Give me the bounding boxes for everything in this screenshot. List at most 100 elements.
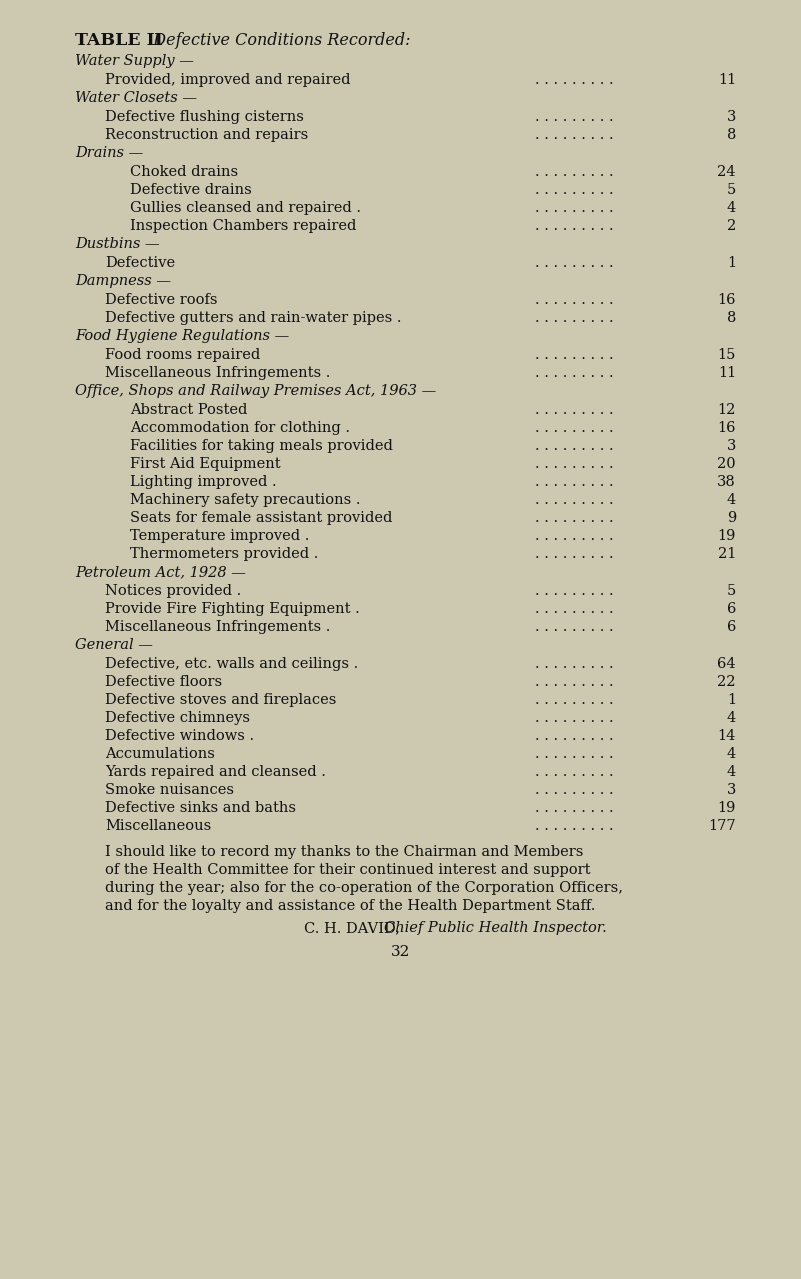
Text: . . . . . . . . .: . . . . . . . . . [535, 711, 614, 725]
Text: 15: 15 [718, 348, 736, 362]
Text: . . . . . . . . .: . . . . . . . . . [535, 421, 614, 435]
Text: 24: 24 [718, 165, 736, 179]
Text: Provide Fire Fighting Equipment .: Provide Fire Fighting Equipment . [105, 602, 360, 616]
Text: Water Closets —: Water Closets — [75, 91, 197, 105]
Text: Chief Public Health Inspector.: Chief Public Health Inspector. [384, 921, 607, 935]
Text: I should like to record my thanks to the Chairman and Members: I should like to record my thanks to the… [105, 845, 583, 859]
Text: Defective sinks and baths: Defective sinks and baths [105, 801, 296, 815]
Text: Yards repaired and cleansed .: Yards repaired and cleansed . [105, 765, 326, 779]
Text: 8: 8 [727, 128, 736, 142]
Text: . . . . . . . . .: . . . . . . . . . [535, 110, 614, 124]
Text: Inspection Chambers repaired: Inspection Chambers repaired [130, 219, 356, 233]
Text: Thermometers provided .: Thermometers provided . [130, 547, 318, 561]
Text: Temperature improved .: Temperature improved . [130, 530, 309, 544]
Text: 3: 3 [727, 783, 736, 797]
Text: 20: 20 [718, 457, 736, 471]
Text: Food rooms repaired: Food rooms repaired [105, 348, 260, 362]
Text: . . . . . . . . .: . . . . . . . . . [535, 512, 614, 524]
Text: 11: 11 [718, 366, 736, 380]
Text: Water Supply —: Water Supply — [75, 54, 194, 68]
Text: . . . . . . . . .: . . . . . . . . . [535, 311, 614, 325]
Text: 4: 4 [727, 201, 736, 215]
Text: Abstract Posted: Abstract Posted [130, 403, 248, 417]
Text: . . . . . . . . .: . . . . . . . . . [535, 675, 614, 689]
Text: 8: 8 [727, 311, 736, 325]
Text: . . . . . . . . .: . . . . . . . . . [535, 256, 614, 270]
Text: Defective windows .: Defective windows . [105, 729, 254, 743]
Text: of the Health Committee for their continued interest and support: of the Health Committee for their contin… [105, 863, 590, 877]
Text: Drains —: Drains — [75, 146, 143, 160]
Text: Defective Conditions Recorded:: Defective Conditions Recorded: [143, 32, 410, 49]
Text: 1: 1 [727, 693, 736, 707]
Text: . . . . . . . . .: . . . . . . . . . [535, 403, 614, 417]
Text: and for the loyalty and assistance of the Health Department Staff.: and for the loyalty and assistance of th… [105, 899, 595, 913]
Text: . . . . . . . . .: . . . . . . . . . [535, 602, 614, 616]
Text: Facilities for taking meals provided: Facilities for taking meals provided [130, 439, 392, 453]
Text: . . . . . . . . .: . . . . . . . . . [535, 747, 614, 761]
Text: . . . . . . . . .: . . . . . . . . . [535, 165, 614, 179]
Text: Dustbins —: Dustbins — [75, 237, 159, 251]
Text: Defective: Defective [105, 256, 175, 270]
Text: . . . . . . . . .: . . . . . . . . . [535, 729, 614, 743]
Text: Office, Shops and Railway Premises Act, 1963 —: Office, Shops and Railway Premises Act, … [75, 384, 437, 398]
Text: 3: 3 [727, 439, 736, 453]
Text: . . . . . . . . .: . . . . . . . . . [535, 801, 614, 815]
Text: Gullies cleansed and repaired .: Gullies cleansed and repaired . [130, 201, 361, 215]
Text: . . . . . . . . .: . . . . . . . . . [535, 547, 614, 561]
Text: 22: 22 [718, 675, 736, 689]
Text: Defective gutters and rain-water pipes .: Defective gutters and rain-water pipes . [105, 311, 401, 325]
Text: Defective drains: Defective drains [130, 183, 252, 197]
Text: 16: 16 [718, 293, 736, 307]
Text: Defective stoves and fireplaces: Defective stoves and fireplaces [105, 693, 336, 707]
Text: Defective flushing cisterns: Defective flushing cisterns [105, 110, 304, 124]
Text: 4: 4 [727, 492, 736, 506]
Text: . . . . . . . . .: . . . . . . . . . [535, 585, 614, 599]
Text: . . . . . . . . .: . . . . . . . . . [535, 439, 614, 453]
Text: 6: 6 [727, 602, 736, 616]
Text: . . . . . . . . .: . . . . . . . . . [535, 783, 614, 797]
Text: Defective chimneys: Defective chimneys [105, 711, 250, 725]
Text: Petroleum Act, 1928 —: Petroleum Act, 1928 — [75, 565, 246, 579]
Text: 9: 9 [727, 512, 736, 524]
Text: 5: 5 [727, 585, 736, 599]
Text: 11: 11 [718, 73, 736, 87]
Text: Miscellaneous Infringements .: Miscellaneous Infringements . [105, 366, 330, 380]
Text: during the year; also for the co-operation of the Corporation Officers,: during the year; also for the co-operati… [105, 881, 623, 895]
Text: Accumulations: Accumulations [105, 747, 215, 761]
Text: First Aid Equipment: First Aid Equipment [130, 457, 280, 471]
Text: 12: 12 [718, 403, 736, 417]
Text: Dampness —: Dampness — [75, 274, 171, 288]
Text: . . . . . . . . .: . . . . . . . . . [535, 530, 614, 544]
Text: . . . . . . . . .: . . . . . . . . . [535, 73, 614, 87]
Text: Notices provided .: Notices provided . [105, 585, 241, 599]
Text: 32: 32 [391, 945, 410, 959]
Text: . . . . . . . . .: . . . . . . . . . [535, 492, 614, 506]
Text: . . . . . . . . .: . . . . . . . . . [535, 128, 614, 142]
Text: TABLE II: TABLE II [75, 32, 163, 49]
Text: . . . . . . . . .: . . . . . . . . . [535, 183, 614, 197]
Text: 19: 19 [718, 530, 736, 544]
Text: . . . . . . . . .: . . . . . . . . . [535, 457, 614, 471]
Text: Reconstruction and repairs: Reconstruction and repairs [105, 128, 308, 142]
Text: 3: 3 [727, 110, 736, 124]
Text: 2: 2 [727, 219, 736, 233]
Text: . . . . . . . . .: . . . . . . . . . [535, 620, 614, 634]
Text: . . . . . . . . .: . . . . . . . . . [535, 657, 614, 671]
Text: . . . . . . . . .: . . . . . . . . . [535, 201, 614, 215]
Text: . . . . . . . . .: . . . . . . . . . [535, 293, 614, 307]
Text: 4: 4 [727, 747, 736, 761]
Text: 21: 21 [718, 547, 736, 561]
Text: 4: 4 [727, 765, 736, 779]
Text: 1: 1 [727, 256, 736, 270]
Text: Accommodation for clothing .: Accommodation for clothing . [130, 421, 350, 435]
Text: Seats for female assistant provided: Seats for female assistant provided [130, 512, 392, 524]
Text: . . . . . . . . .: . . . . . . . . . [535, 819, 614, 833]
Text: Food Hygiene Regulations —: Food Hygiene Regulations — [75, 329, 289, 343]
Text: . . . . . . . . .: . . . . . . . . . [535, 219, 614, 233]
Text: General —: General — [75, 638, 153, 652]
Text: Smoke nuisances: Smoke nuisances [105, 783, 234, 797]
Text: Machinery safety precautions .: Machinery safety precautions . [130, 492, 360, 506]
Text: Miscellaneous Infringements .: Miscellaneous Infringements . [105, 620, 330, 634]
Text: 14: 14 [718, 729, 736, 743]
Text: Choked drains: Choked drains [130, 165, 238, 179]
